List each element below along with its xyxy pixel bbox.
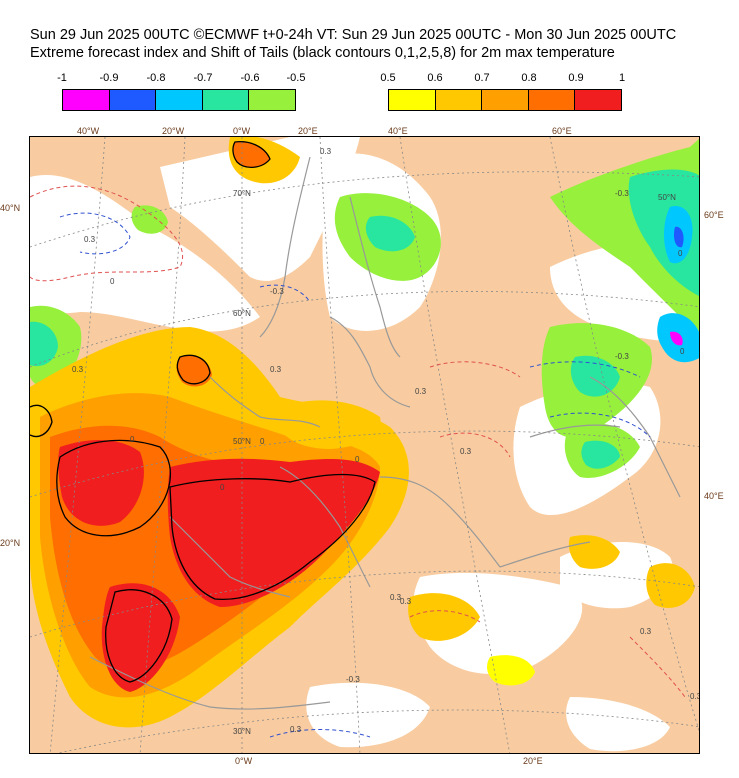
positive-colorbar-swatch (389, 90, 436, 110)
positive-efi-areas (30, 137, 695, 728)
map-graphic (30, 137, 699, 753)
pos-tick: 0.7 (474, 72, 490, 84)
neg-tick: -0.9 (99, 72, 119, 84)
efi-map: 70°N 60°N 50°N 30°N 50°N 0.3 0.3 0.3 0.3… (29, 136, 700, 754)
contour-label: -0.3 (615, 352, 629, 361)
lon-label-bottom: 0°W (235, 756, 253, 766)
contour-label: 0.3 (690, 692, 699, 701)
lat-label-left: 40°N (0, 203, 21, 213)
lat-label-right: 60°E (704, 210, 724, 220)
inner-lat-label: 30°N (233, 727, 251, 736)
contour-label: 0 (110, 277, 115, 286)
contour-label: 0.3 (84, 235, 96, 244)
contour-label: 0.3 (460, 447, 472, 456)
negative-colorbar-ticks: -1 -0.9 -0.8 -0.7 -0.6 -0.5 (57, 72, 305, 86)
positive-colorbar-swatch (575, 90, 621, 110)
negative-colorbar-swatch (109, 90, 157, 110)
lon-label-top: 60°E (552, 126, 572, 136)
negative-colorbar-swatch (249, 90, 295, 110)
contour-label: -0.3 (346, 675, 360, 684)
chart-title-line-1: Sun 29 Jun 2025 00UTC ©ECMWF t+0-24h VT:… (30, 27, 677, 43)
lon-label-top: 0°W (233, 126, 251, 136)
efi-dashed-contours (30, 185, 686, 738)
inner-lat-label: 60°N (233, 309, 251, 318)
contour-label: 0.3 (415, 387, 427, 396)
contour-label: 0.3 (72, 365, 84, 374)
lon-label-top: 20°E (298, 126, 318, 136)
inner-lat-label: 50°N (233, 437, 251, 446)
positive-colorbar-swatch (435, 90, 483, 110)
lat-label-left: 20°N (0, 538, 21, 548)
contour-label: 0 (130, 435, 135, 444)
contour-label: 0.3 (400, 597, 412, 606)
pos-tick: 1 (618, 72, 626, 84)
contour-label: 0 (220, 483, 225, 492)
pos-tick: 0.9 (568, 72, 584, 84)
neg-tick: -0.7 (193, 72, 213, 84)
contour-label: 0 (678, 249, 683, 258)
negative-colorbar-swatch (202, 90, 250, 110)
contour-label: 0.3 (390, 593, 402, 602)
sot-contours (30, 141, 376, 683)
neg-tick: -0.6 (240, 72, 260, 84)
contour-label: -0.3 (270, 287, 284, 296)
negative-colorbar (62, 89, 296, 111)
pos-tick: 0.5 (380, 72, 396, 84)
positive-colorbar (388, 89, 622, 111)
positive-colorbar-swatch (482, 90, 529, 110)
chart-title-line-2: Extreme forecast index and Shift of Tail… (30, 45, 615, 61)
negative-colorbar-swatch (63, 90, 110, 110)
contour-label: -0.3 (615, 189, 629, 198)
negative-colorbar-swatch (156, 90, 203, 110)
coastlines (89, 156, 681, 710)
contour-label: 0 (680, 347, 685, 356)
contour-label: 0 (260, 437, 265, 446)
contour-label: 0 (355, 455, 360, 464)
lon-label-top: 40°E (388, 126, 408, 136)
inner-lat-label: 50°N (658, 193, 676, 202)
inner-lat-label: 70°N (233, 189, 251, 198)
contour-label: 0.3 (270, 365, 282, 374)
pos-tick: 0.6 (427, 72, 443, 84)
positive-colorbar-swatch (528, 90, 576, 110)
positive-colorbar-ticks: 0.5 0.6 0.7 0.8 0.9 1 (380, 72, 626, 86)
neg-tick: -0.5 (286, 72, 306, 84)
neg-tick: -1 (57, 72, 67, 84)
graticule (30, 137, 699, 753)
lon-label-top: 20°W (162, 126, 185, 136)
lat-label-right: 40°E (704, 491, 724, 501)
lon-label-top: 40°W (77, 126, 100, 136)
pos-tick: 0.8 (521, 72, 537, 84)
contour-label: 0.3 (640, 627, 652, 636)
contour-label: 0.3 (320, 147, 332, 156)
lon-label-bottom: 20°E (523, 756, 543, 766)
neg-tick: -0.8 (146, 72, 166, 84)
contour-label: 0.3 (290, 725, 302, 734)
